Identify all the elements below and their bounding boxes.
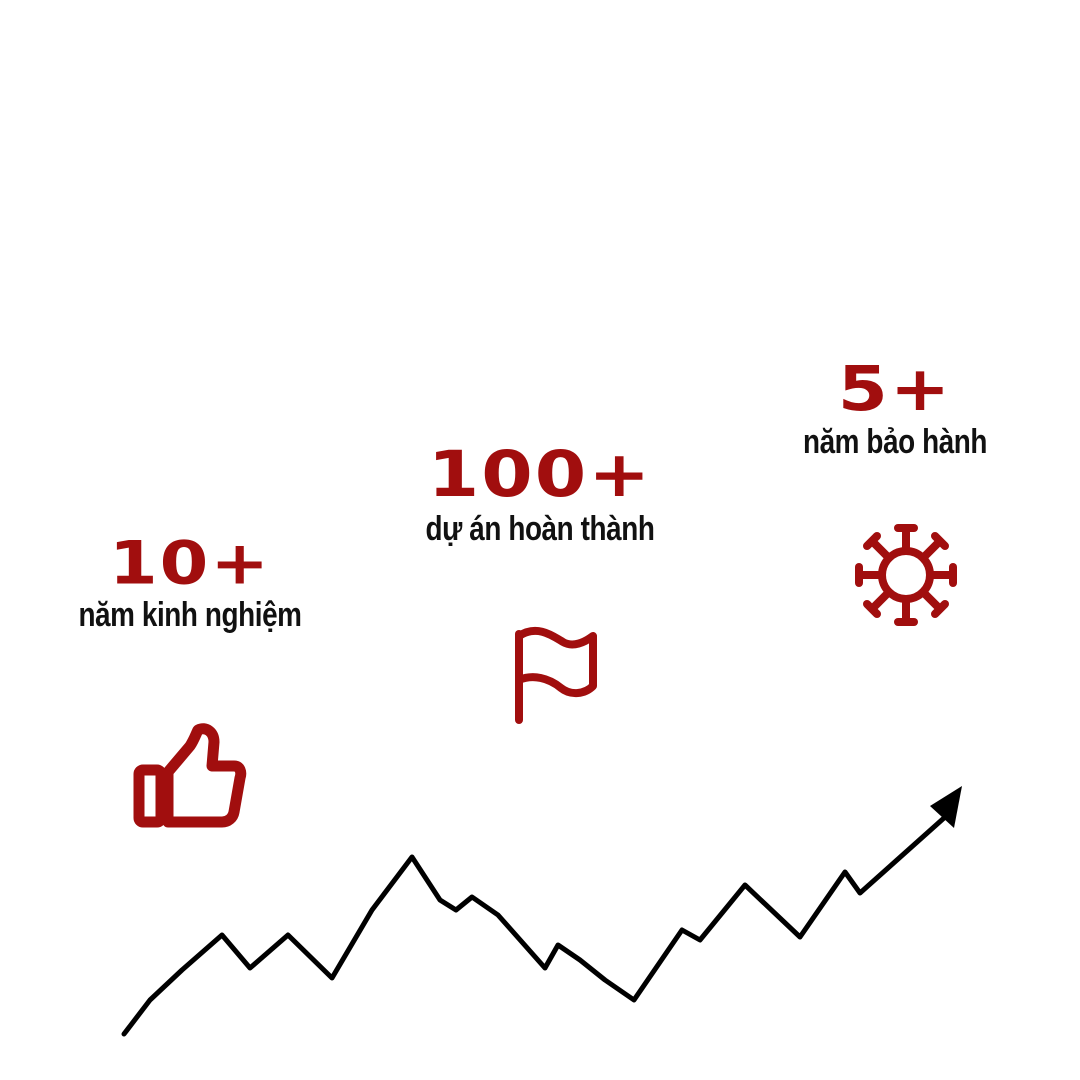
stat-label: năm kinh nghiệm bbox=[78, 596, 302, 634]
stat-experience: 10+ năm kinh nghiệm bbox=[40, 528, 340, 632]
flag-icon bbox=[515, 627, 597, 724]
thumbs-up-icon bbox=[133, 723, 247, 828]
stat-value: 5+ bbox=[837, 353, 953, 425]
stat-label: dự án hoàn thành bbox=[425, 510, 655, 548]
virus-gear-icon bbox=[855, 524, 957, 626]
stat-warranty: 5+ năm bảo hành bbox=[770, 353, 1020, 459]
stat-label: năm bảo hành bbox=[802, 423, 988, 461]
stat-value: 10+ bbox=[108, 528, 272, 598]
stat-projects: 100+ dự án hoàn thành bbox=[390, 438, 690, 546]
stat-value: 100+ bbox=[427, 438, 653, 512]
